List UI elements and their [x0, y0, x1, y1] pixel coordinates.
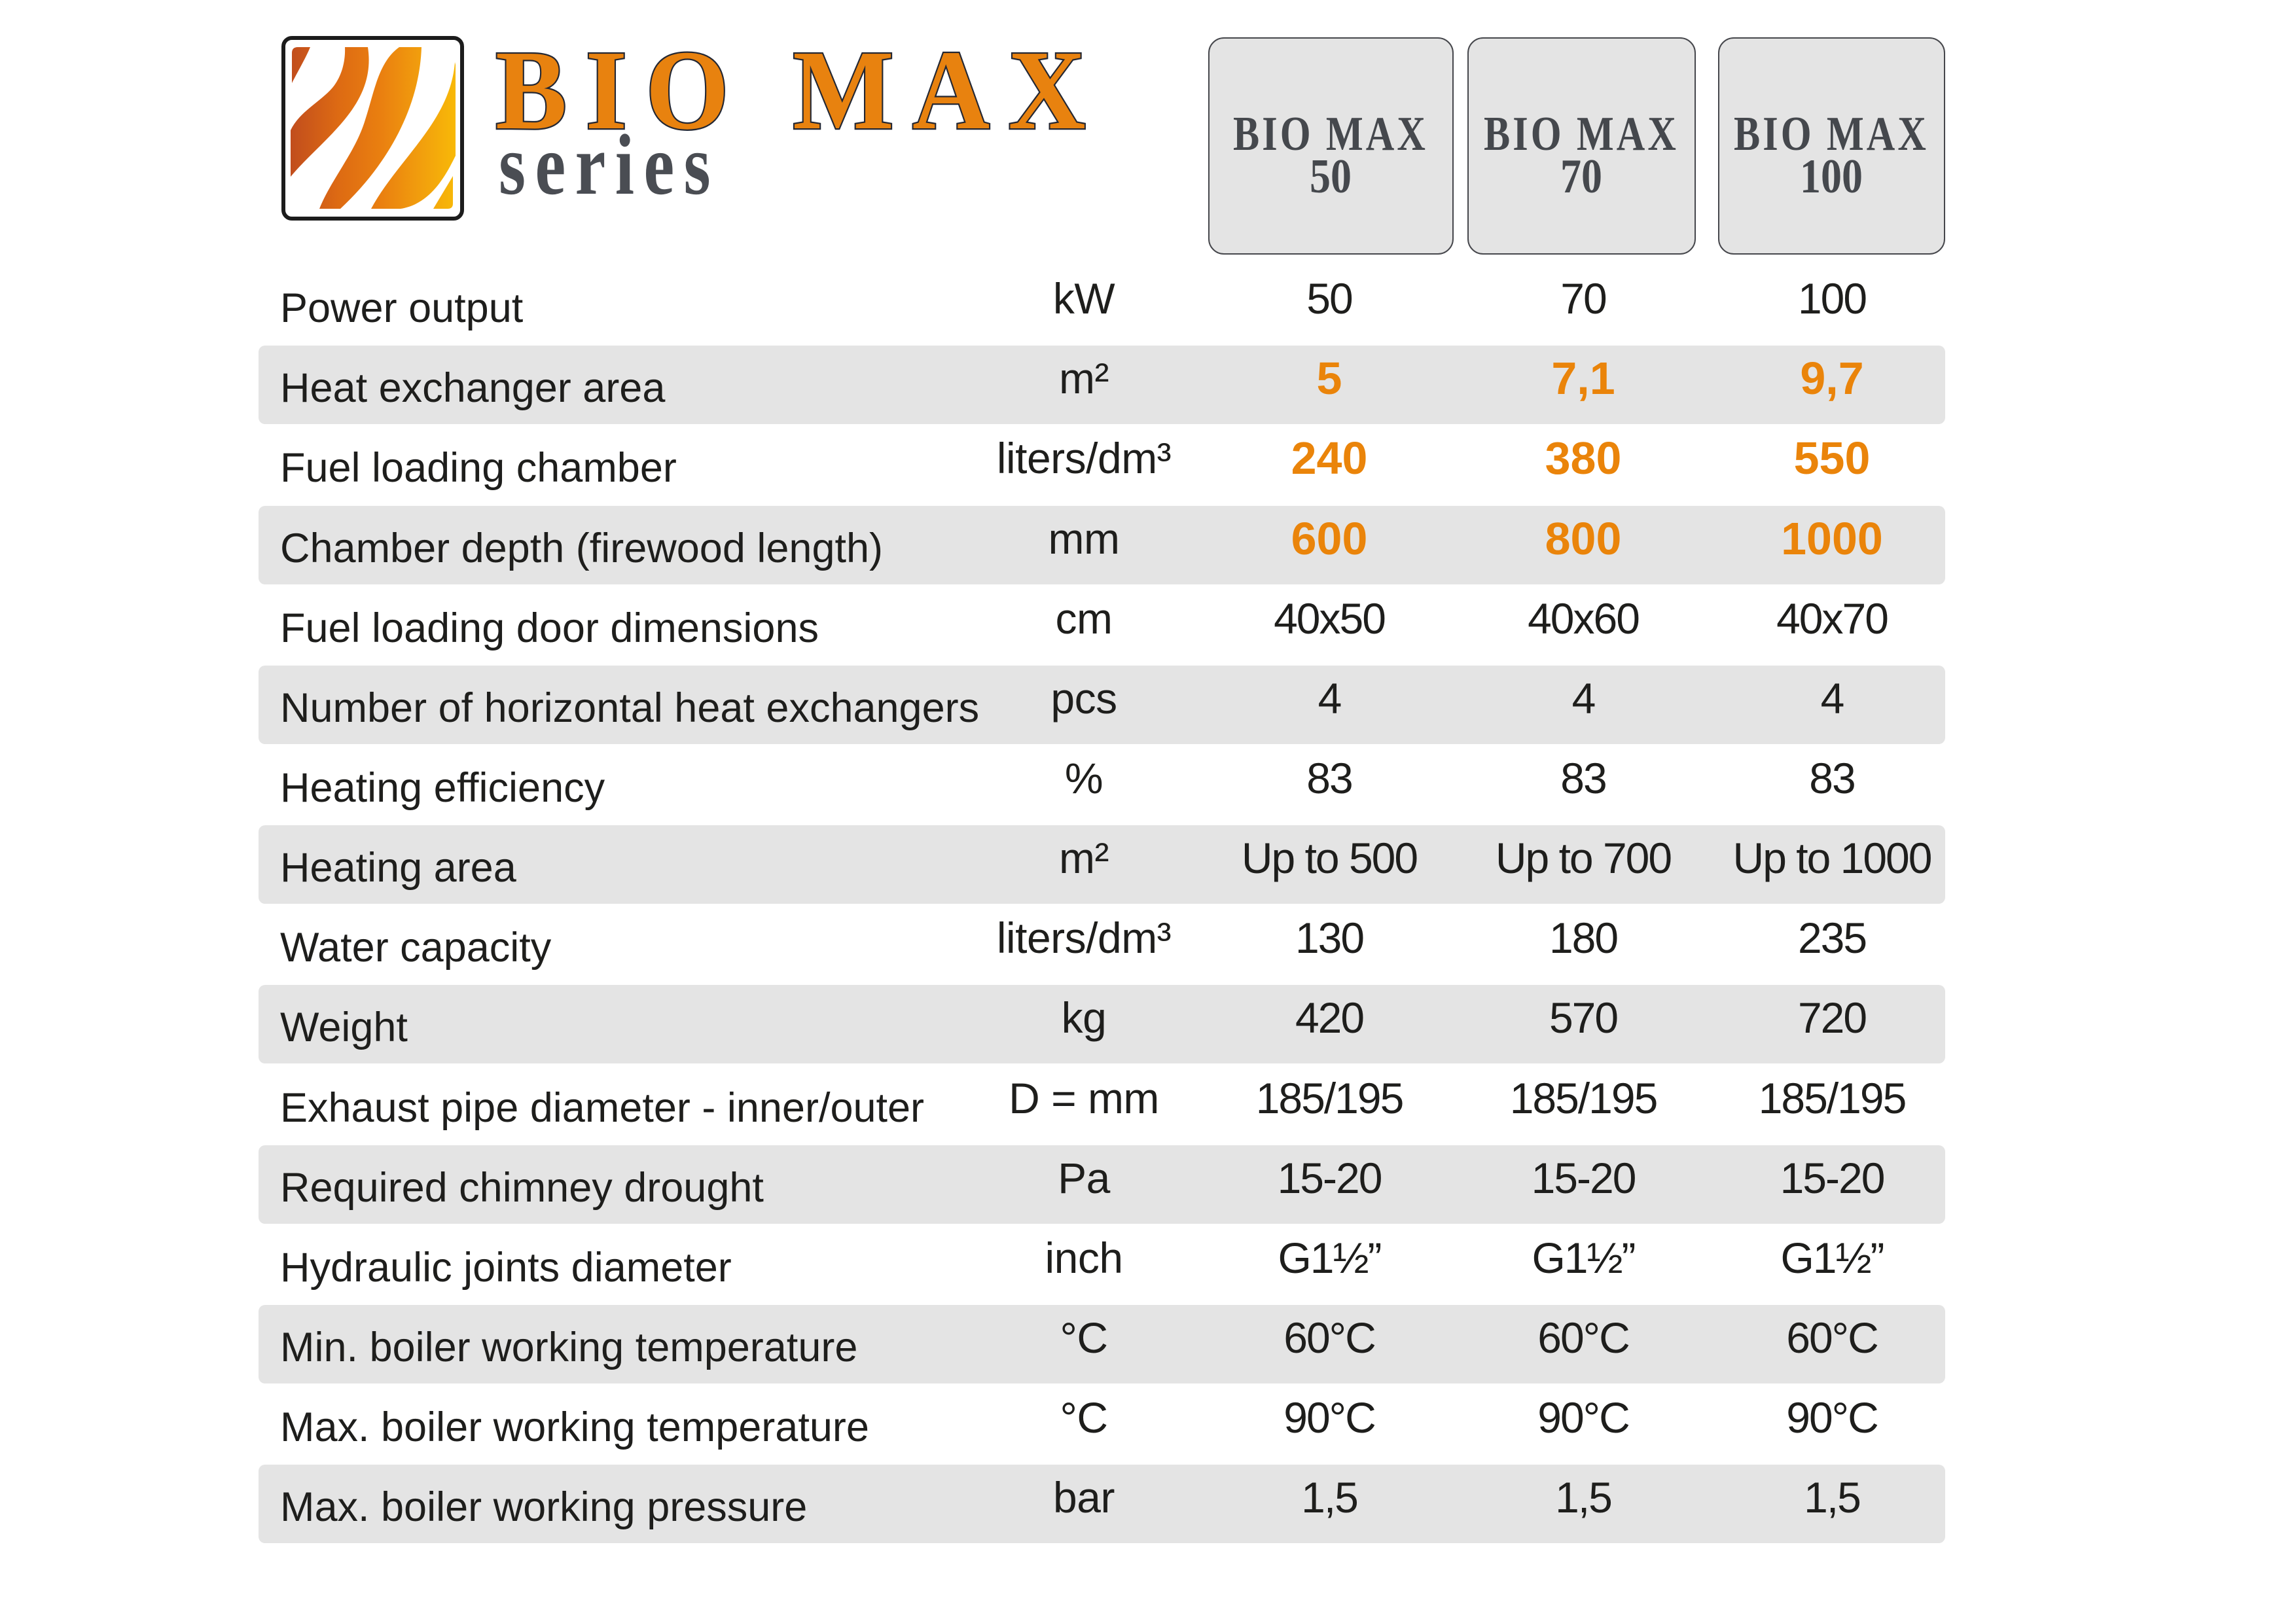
- svg-text:70: 70: [1560, 150, 1602, 204]
- svg-text:series: series: [499, 116, 720, 213]
- svg-text:BIO MAX: BIO MAX: [1233, 107, 1428, 161]
- svg-text:BIO MAX: BIO MAX: [495, 27, 1104, 153]
- svg-text:50: 50: [1310, 150, 1352, 204]
- svg-text:BIO MAX: BIO MAX: [1734, 107, 1929, 161]
- svg-text:100: 100: [1800, 150, 1863, 204]
- svg-text:BIO MAX: BIO MAX: [1484, 107, 1679, 161]
